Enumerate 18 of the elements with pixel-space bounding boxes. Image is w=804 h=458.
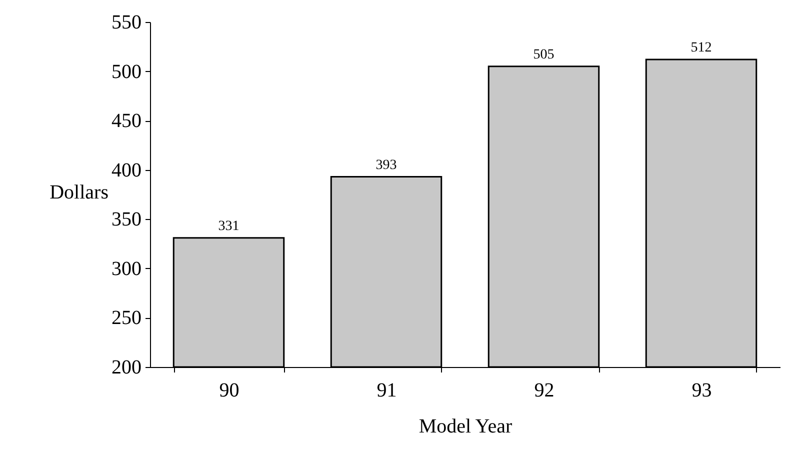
data-label: 393: [376, 158, 397, 173]
y-tick-label: 500: [112, 60, 142, 83]
data-label: 331: [218, 218, 240, 234]
y-tick-label: 350: [112, 208, 142, 231]
x-tick-label: 92: [534, 380, 554, 402]
y-tick-label: 550: [112, 12, 142, 34]
x-tick-label: 90: [219, 380, 240, 402]
y-tick-label: 300: [112, 258, 142, 280]
y-tick-label: 250: [112, 307, 142, 330]
y-tick-label: 200: [112, 356, 142, 378]
data-label: 505: [533, 47, 554, 62]
x-tick-label: 91: [376, 380, 397, 402]
y-axis-title: Dollars: [50, 182, 109, 204]
x-tick-label: 93: [692, 380, 712, 402]
x-axis-title: Model Year: [418, 416, 512, 438]
y-tick-label: 400: [112, 159, 142, 182]
data-label: 512: [690, 40, 712, 56]
y-tick-label: 450: [112, 110, 142, 132]
